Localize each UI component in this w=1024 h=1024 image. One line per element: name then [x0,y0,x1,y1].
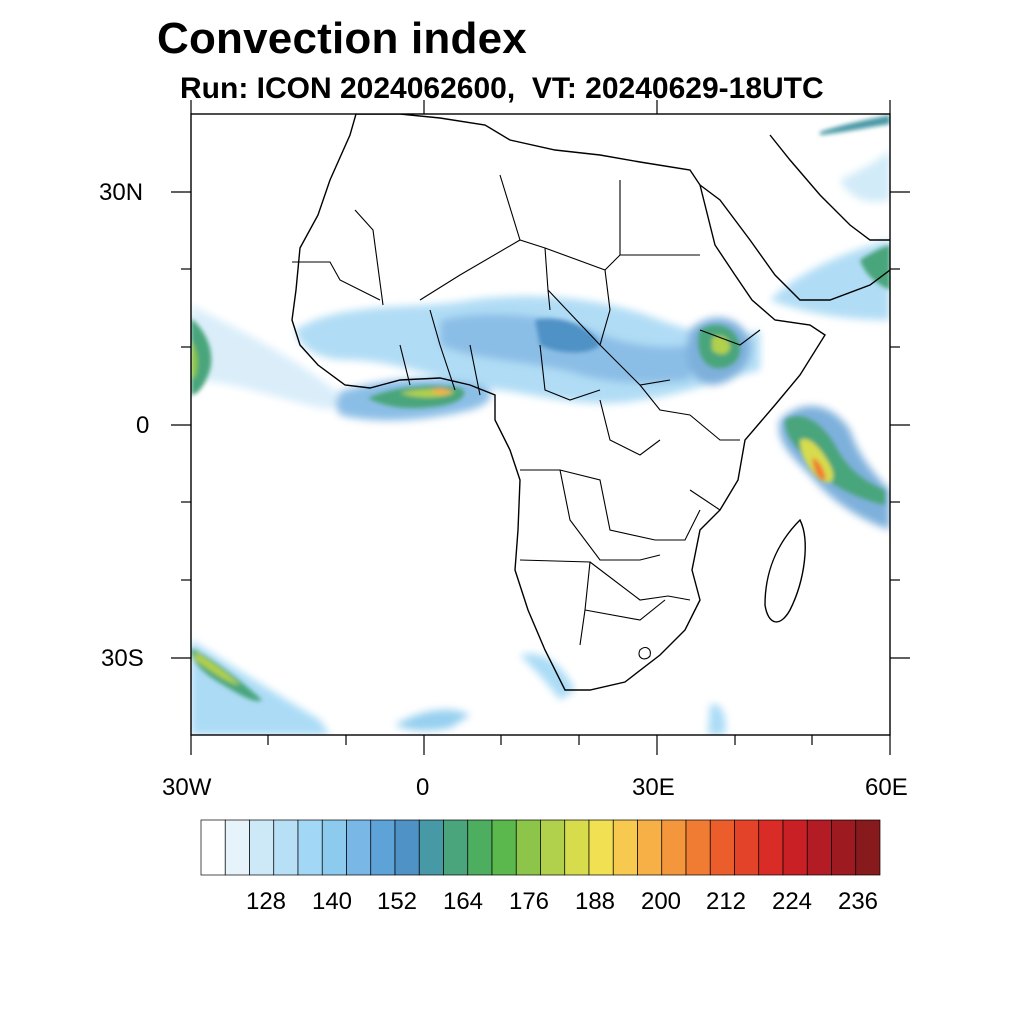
colorbar-tick-label: 188 [574,888,616,915]
colorbar-swatch [224,819,250,876]
colorbar-swatch [321,819,347,876]
convection-field [191,115,890,735]
colorbar-tick-label: 128 [245,888,287,915]
coastlines-borders [291,114,890,691]
colorbar-tick-label: 236 [837,888,879,915]
colorbar-swatch [855,819,881,876]
colorbar-swatch [273,819,299,876]
colorbar [200,819,881,876]
colorbar-swatch [249,819,275,876]
colorbar-swatch [443,819,469,876]
lat-label-0: 0 [136,412,150,439]
colorbar-swatch [612,819,638,876]
colorbar-swatch [709,819,735,876]
colorbar-swatch [661,819,687,876]
colorbar-swatch [588,819,614,876]
colorbar-swatch [564,819,590,876]
colorbar-tick-label: 140 [311,888,353,915]
africa-coastline [291,114,826,691]
colorbar-swatch [637,819,663,876]
colorbar-tick-label: 164 [442,888,484,915]
lon-label-60e: 60E [865,774,908,801]
colorbar-tick-label: 152 [376,888,418,915]
colorbar-swatch [418,819,444,876]
arabia-coastline [699,134,890,301]
colorbar-swatch [515,819,541,876]
south-atlantic-front [191,640,330,735]
colorbar-tick-label: 212 [705,888,747,915]
chart-title: Convection index [157,14,527,63]
colorbar-tick-label: 176 [508,888,550,915]
colorbar-swatch [297,819,323,876]
colorbar-swatch [782,819,808,876]
lat-label-30s: 30S [101,645,144,672]
lon-label-30e: 30E [632,774,675,801]
colorbar-swatch [685,819,711,876]
colorbar-swatch [346,819,372,876]
colorbar-swatch [200,819,226,876]
colorbar-tick-label: 200 [640,888,682,915]
chart-subtitle: Run: ICON 2024062600, VT: 20240629-18UTC [180,72,824,105]
lat-label-30n: 30N [99,179,144,206]
colorbar-swatch [758,819,784,876]
axis-ticks [171,100,910,755]
country-borders [292,174,761,646]
lon-label-0: 0 [416,774,430,801]
colorbar-swatch [370,819,396,876]
colorbar-swatch [394,819,420,876]
colorbar-swatch [491,819,517,876]
lon-label-30w: 30W [162,774,212,801]
madagascar-coastline [764,518,806,623]
colorbar-swatch [831,819,857,876]
colorbar-swatch [734,819,760,876]
colorbar-swatch [540,819,566,876]
colorbar-swatch [806,819,832,876]
colorbar-tick-label: 224 [771,888,813,915]
colorbar-swatch [467,819,493,876]
